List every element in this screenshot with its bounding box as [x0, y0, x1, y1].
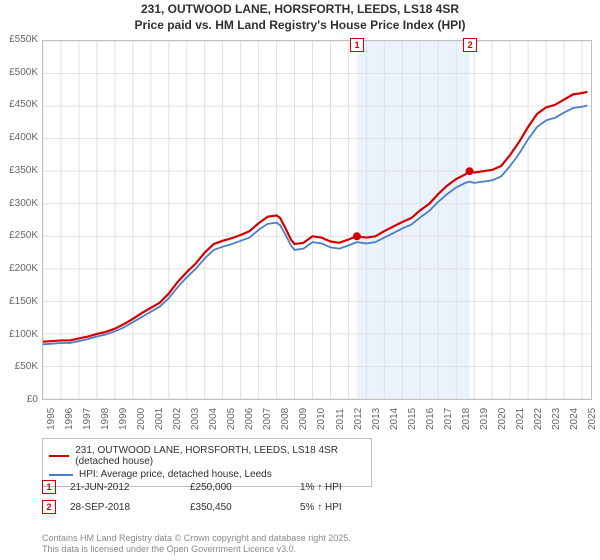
- y-tick-label: £300K: [0, 198, 38, 209]
- y-tick-label: £350K: [0, 165, 38, 176]
- x-tick-label: 2025: [587, 408, 598, 430]
- x-tick-label: 2004: [208, 408, 219, 430]
- chart-container: 231, OUTWOOD LANE, HORSFORTH, LEEDS, LS1…: [0, 0, 600, 560]
- y-tick-label: £400K: [0, 132, 38, 143]
- x-tick-label: 2023: [551, 408, 562, 430]
- y-tick-label: £450K: [0, 99, 38, 110]
- legend-row: 231, OUTWOOD LANE, HORSFORTH, LEEDS, LS1…: [49, 445, 365, 467]
- y-tick-label: £100K: [0, 329, 38, 340]
- sale-pct: 1% ↑ HPI: [300, 482, 592, 493]
- x-tick-label: 2008: [280, 408, 291, 430]
- x-tick-label: 2019: [479, 408, 490, 430]
- sale-date: 28-SEP-2018: [70, 502, 190, 513]
- attribution-line-2: This data is licensed under the Open Gov…: [42, 544, 351, 556]
- y-tick-label: £250K: [0, 230, 38, 241]
- sale-row-2: 2 28-SEP-2018£350,4505% ↑ HPI: [42, 500, 592, 514]
- x-tick-label: 2003: [190, 408, 201, 430]
- chart-marker-2: 2: [463, 38, 477, 52]
- x-tick-label: 2010: [316, 408, 327, 430]
- x-tick-label: 2005: [226, 408, 237, 430]
- title-line-1: 231, OUTWOOD LANE, HORSFORTH, LEEDS, LS1…: [0, 2, 600, 18]
- x-tick-label: 2002: [172, 408, 183, 430]
- attribution-text: Contains HM Land Registry data © Crown c…: [42, 533, 351, 556]
- x-tick-label: 2021: [515, 408, 526, 430]
- y-tick-label: £550K: [0, 34, 38, 45]
- sale-price: £250,000: [190, 482, 300, 493]
- y-tick-label: £500K: [0, 67, 38, 78]
- chart-marker-1: 1: [350, 38, 364, 52]
- x-tick-label: 2000: [136, 408, 147, 430]
- x-tick-label: 1999: [118, 408, 129, 430]
- x-tick-label: 2024: [569, 408, 580, 430]
- x-tick-label: 2007: [262, 408, 273, 430]
- x-tick-label: 1996: [64, 408, 75, 430]
- legend-swatch: [49, 455, 69, 457]
- x-tick-label: 2006: [244, 408, 255, 430]
- y-tick-label: £150K: [0, 296, 38, 307]
- x-tick-label: 2001: [154, 408, 165, 430]
- x-tick-label: 2013: [371, 408, 382, 430]
- x-tick-label: 2015: [407, 408, 418, 430]
- chart-plot-area: [42, 40, 592, 400]
- x-tick-label: 2022: [533, 408, 544, 430]
- x-tick-label: 2012: [353, 408, 364, 430]
- y-tick-label: £200K: [0, 263, 38, 274]
- x-tick-label: 2014: [389, 408, 400, 430]
- sale-price: £350,450: [190, 502, 300, 513]
- sale-marker-box: 2: [42, 500, 56, 514]
- x-tick-label: 2011: [335, 408, 346, 430]
- chart-title: 231, OUTWOOD LANE, HORSFORTH, LEEDS, LS1…: [0, 0, 600, 33]
- x-tick-label: 2009: [298, 408, 309, 430]
- sale-row-1: 1 21-JUN-2012£250,0001% ↑ HPI: [42, 480, 592, 494]
- sale-date: 21-JUN-2012: [70, 482, 190, 493]
- x-tick-label: 1995: [46, 408, 57, 430]
- legend-label: 231, OUTWOOD LANE, HORSFORTH, LEEDS, LS1…: [75, 445, 365, 467]
- attribution-line-1: Contains HM Land Registry data © Crown c…: [42, 533, 351, 545]
- x-tick-label: 1997: [82, 408, 93, 430]
- chart-svg: [43, 41, 591, 399]
- legend-swatch: [49, 474, 73, 476]
- y-tick-label: £50K: [0, 361, 38, 372]
- title-line-2: Price paid vs. HM Land Registry's House …: [0, 18, 600, 34]
- sale-marker-box: 1: [42, 480, 56, 494]
- y-tick-label: £0: [0, 394, 38, 405]
- sale-pct: 5% ↑ HPI: [300, 502, 592, 513]
- x-tick-label: 1998: [100, 408, 111, 430]
- legend-row: HPI: Average price, detached house, Leed…: [49, 469, 365, 480]
- x-tick-label: 2018: [461, 408, 472, 430]
- x-tick-label: 2016: [425, 408, 436, 430]
- legend-label: HPI: Average price, detached house, Leed…: [79, 469, 272, 480]
- x-tick-label: 2020: [497, 408, 508, 430]
- x-tick-label: 2017: [443, 408, 454, 430]
